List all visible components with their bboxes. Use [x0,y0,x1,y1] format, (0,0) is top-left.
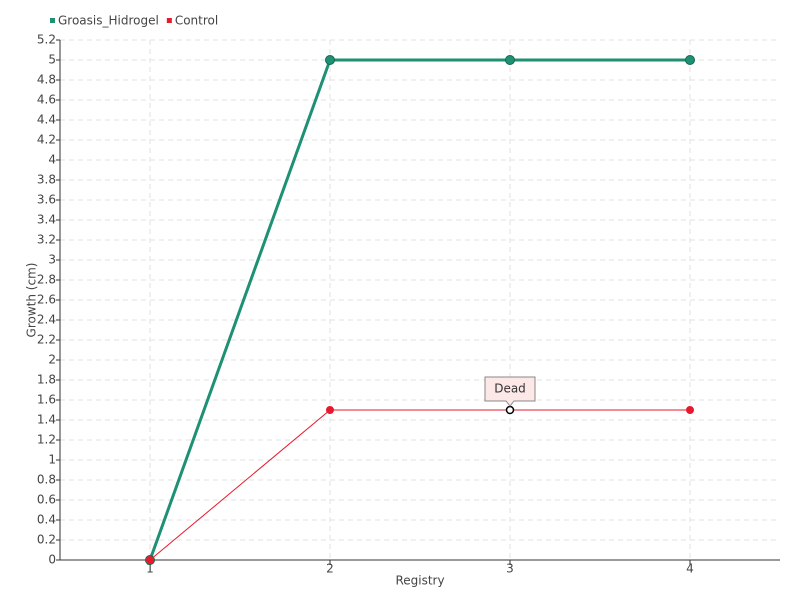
x-axis-label: Registry [395,574,444,588]
y-tick-label: 0 [48,553,56,567]
x-tick-label: 2 [326,562,334,576]
legend-label: Groasis_Hidrogel [58,14,159,28]
y-tick-label: 4.8 [37,73,56,87]
series-line [149,409,690,561]
y-tick-label: 3.2 [37,233,56,247]
annotation-box [484,376,536,407]
y-tick-label: 4.4 [37,113,56,127]
y-tick-label: 2 [48,353,56,367]
legend-swatch [50,18,55,23]
y-tick-label: 2.4 [37,313,56,327]
y-tick-label: 2.8 [37,273,56,287]
data-point [686,406,694,414]
x-tick-label: 4 [686,562,694,576]
y-tick-label: 1.2 [37,433,56,447]
y-tick-label: 5.2 [37,33,56,47]
data-point [685,55,695,65]
legend-label: Control [175,14,218,28]
y-tick-label: 3.8 [37,173,56,187]
y-tick-label: 1.4 [37,413,56,427]
x-tick-label: 3 [506,562,514,576]
data-point [505,405,515,415]
series-line [148,58,690,561]
y-tick-label: 3 [48,253,56,267]
y-tick-label: 4.2 [37,133,56,147]
y-tick-label: 3.4 [37,213,56,227]
y-tick-label: 2.6 [37,293,56,307]
data-point [146,556,154,564]
legend-swatch [166,18,172,23]
y-tick-label: 4.6 [37,93,56,107]
y-tick-label: 1 [48,453,56,467]
y-tick-label: 1.8 [37,373,56,387]
annotation-label: Dead [494,382,526,396]
annotation: Dead [484,376,536,407]
y-tick-label: 0.6 [37,493,56,507]
y-tick-label: 0.4 [37,513,56,527]
y-axis-label: Growth (cm) [25,263,39,338]
x-tick-label: 1 [146,562,154,576]
y-tick-label: 1.6 [37,393,56,407]
data-point [505,55,515,65]
y-tick-label: 3.6 [37,193,56,207]
y-tick-label: 0.8 [37,473,56,487]
y-tick-label: 0.2 [37,533,56,547]
y-tick-label: 5 [48,53,56,67]
data-point [326,406,334,414]
y-tick-label: 4 [48,153,56,167]
data-point [325,55,335,65]
y-tick-label: 2.2 [37,333,56,347]
